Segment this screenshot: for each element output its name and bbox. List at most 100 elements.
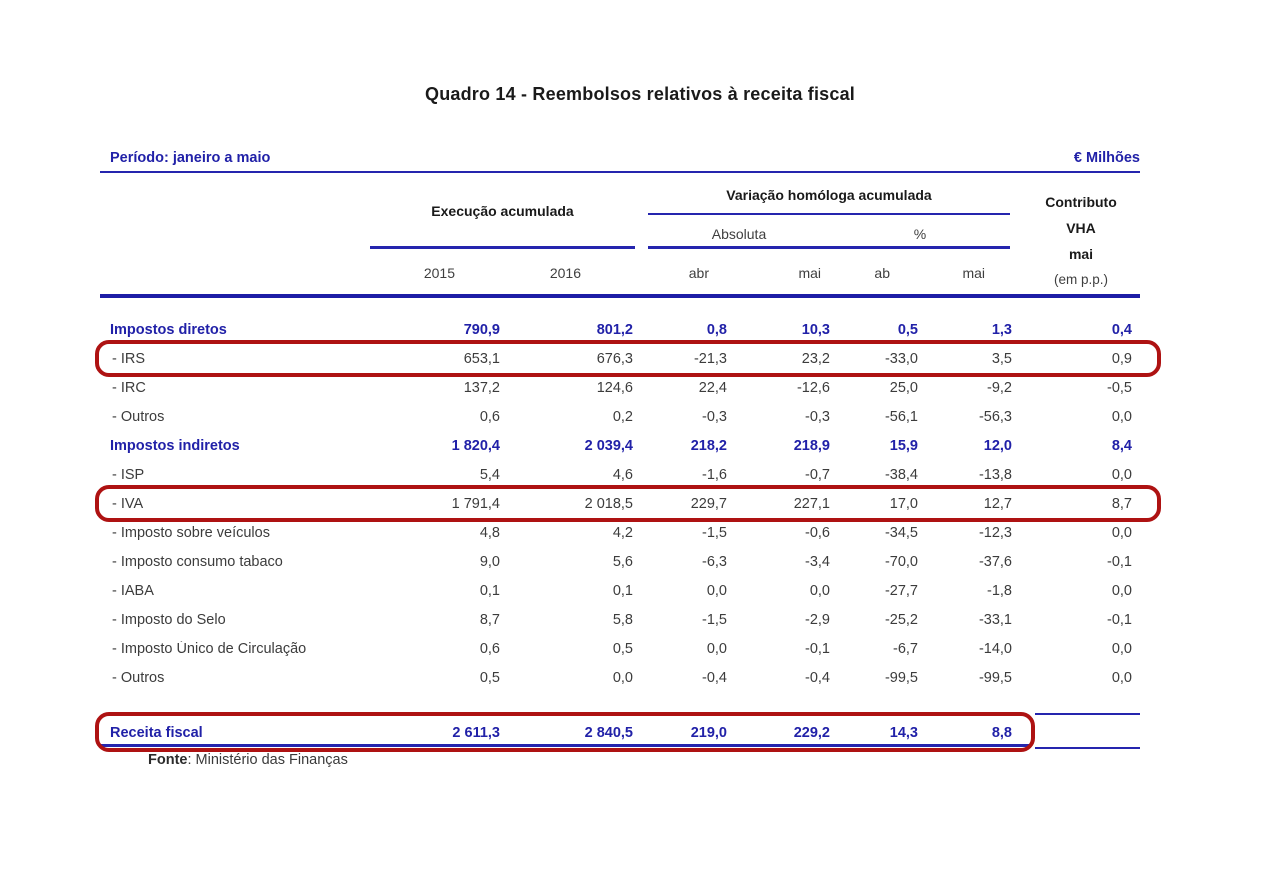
period-label: Período: janeiro a maio: [110, 150, 271, 166]
row-value: -0,3: [702, 408, 727, 425]
row-value: 2 840,5: [584, 724, 633, 741]
row-value: 14,3: [889, 724, 918, 741]
row-value: -12,3: [978, 524, 1012, 541]
column-header-mai: mai: [798, 265, 821, 281]
row-value: 0,8: [706, 321, 727, 338]
absoluta-underline: [648, 246, 1010, 249]
row-value: 229,7: [690, 495, 727, 512]
row-value: -1,5: [702, 611, 727, 628]
row-value: 2 611,3: [452, 724, 500, 741]
total-top-right-rule: [1035, 713, 1140, 715]
row-value: -99,5: [884, 669, 918, 686]
row-value: 3,5: [991, 350, 1012, 367]
row-value: 218,9: [793, 437, 830, 454]
row-value: 10,3: [801, 321, 830, 338]
row-value: -21,3: [693, 350, 727, 367]
column-header-spacer: [100, 265, 360, 281]
row-value: 1 820,4: [451, 437, 500, 454]
row-label: Impostos diretos: [110, 321, 227, 338]
row-value: 653,1: [463, 350, 500, 367]
row-value: 0,1: [479, 582, 500, 599]
row-value: 0,1: [612, 582, 633, 599]
row-value: 9,0: [479, 553, 500, 570]
table-rows: Impostos diretos 790,9 801,2 0,8 10,3 0,5 1,3 0…: [100, 315, 1140, 692]
table-row: - Imposto consumo tabaco 9,0 5,6 -6,3 -3,4 -7…: [100, 547, 1140, 576]
total-row: Receita fiscal 2 611,3 2 840,5 219,0 229,2 14…: [100, 718, 1140, 747]
row-value: -6,7: [893, 640, 918, 657]
header-contributo-line1: Contributo: [1045, 194, 1117, 210]
row-value: 227,1: [793, 495, 830, 512]
table-row: - Imposto Único de Circulação 0,6 0,5 0,0 -0…: [100, 634, 1140, 663]
row-value: 8,7: [479, 611, 500, 628]
row-value: -1,8: [987, 582, 1012, 599]
row-value: 1,3: [991, 321, 1012, 338]
header-variacao: Variação homóloga acumulada: [726, 187, 932, 203]
row-value: 0,0: [706, 582, 727, 599]
row-value: 0,0: [1111, 582, 1132, 599]
row-value: -33,1: [978, 611, 1012, 628]
row-value: 676,3: [596, 350, 633, 367]
row-value: 0,0: [612, 669, 633, 686]
column-header-abr: abr: [688, 265, 709, 281]
column-header-mai-pct: mai: [962, 265, 985, 281]
header-contributo-line2: VHA: [1066, 220, 1096, 236]
row-value: -2,9: [805, 611, 830, 628]
row-value: 1 791,4: [451, 495, 500, 512]
row-value: -70,0: [884, 553, 918, 570]
execucao-underline: [370, 246, 635, 249]
table-row: Impostos indiretos 1 820,4 2 039,4 218,2 218…: [100, 431, 1140, 460]
row-value: -0,1: [805, 640, 830, 657]
row-value: 5,6: [612, 553, 633, 570]
row-value: 8,8: [991, 724, 1012, 741]
row-value: 137,2: [463, 379, 500, 396]
row-value: -0,4: [702, 669, 727, 686]
row-value: 8,7: [1111, 495, 1132, 512]
row-label: - IABA: [112, 582, 154, 599]
period-underline: [100, 171, 1140, 173]
row-value: 2 039,4: [584, 437, 633, 454]
row-value: 15,9: [889, 437, 918, 454]
row-value: -3,4: [805, 553, 830, 570]
row-value: 5,8: [612, 611, 633, 628]
table-row: - IRC 137,2 124,6 22,4 -12,6 25,0 -9,2 -0,5: [100, 373, 1140, 402]
page-title: Quadro 14 - Reembolsos relativos à recei…: [425, 84, 855, 104]
row-value: 218,2: [690, 437, 727, 454]
row-value: -0,4: [805, 669, 830, 686]
row-value: -6,3: [702, 553, 727, 570]
row-label: - IRS: [112, 350, 146, 367]
header-contributo: Contributo VHA mai (em p.p.): [1018, 189, 1144, 293]
row-label: Impostos indiretos: [110, 437, 240, 454]
row-value: 0,0: [809, 582, 830, 599]
row-value: 23,2: [801, 350, 830, 367]
row-value: -34,5: [884, 524, 918, 541]
row-label: - IRC: [112, 379, 146, 396]
table-row: - Imposto do Selo 8,7 5,8 -1,5 -2,9 -25,2 -33,…: [100, 605, 1140, 634]
row-value: -0,1: [1107, 611, 1132, 628]
row-label: - Imposto consumo tabaco: [112, 553, 283, 570]
row-value: 25,0: [889, 379, 918, 396]
row-value: -1,5: [702, 524, 727, 541]
row-label: - Outros: [112, 669, 165, 686]
row-label: Receita fiscal: [110, 724, 203, 741]
row-value: 22,4: [698, 379, 727, 396]
row-value: 0,5: [612, 640, 633, 657]
row-value: 801,2: [596, 321, 633, 338]
row-value: -14,0: [978, 640, 1012, 657]
row-value: -38,4: [884, 466, 918, 483]
column-header-2016: 2016: [549, 265, 581, 281]
source-note: Fonte: Ministério das Finanças: [148, 752, 348, 768]
row-value: 219,0: [690, 724, 727, 741]
row-value: 4,6: [612, 466, 633, 483]
row-value: 0,5: [897, 321, 918, 338]
row-label: - ISP: [112, 466, 145, 483]
row-value: 0,5: [479, 669, 500, 686]
row-value: 0,6: [479, 640, 500, 657]
row-value: 0,0: [1111, 466, 1132, 483]
header-absoluta: Absoluta: [711, 226, 767, 242]
row-value: 2 018,5: [584, 495, 633, 512]
row-value: -1,6: [702, 466, 727, 483]
row-value: 5,4: [479, 466, 500, 483]
highlight-box: [95, 340, 1161, 377]
row-value: -0,5: [1107, 379, 1132, 396]
